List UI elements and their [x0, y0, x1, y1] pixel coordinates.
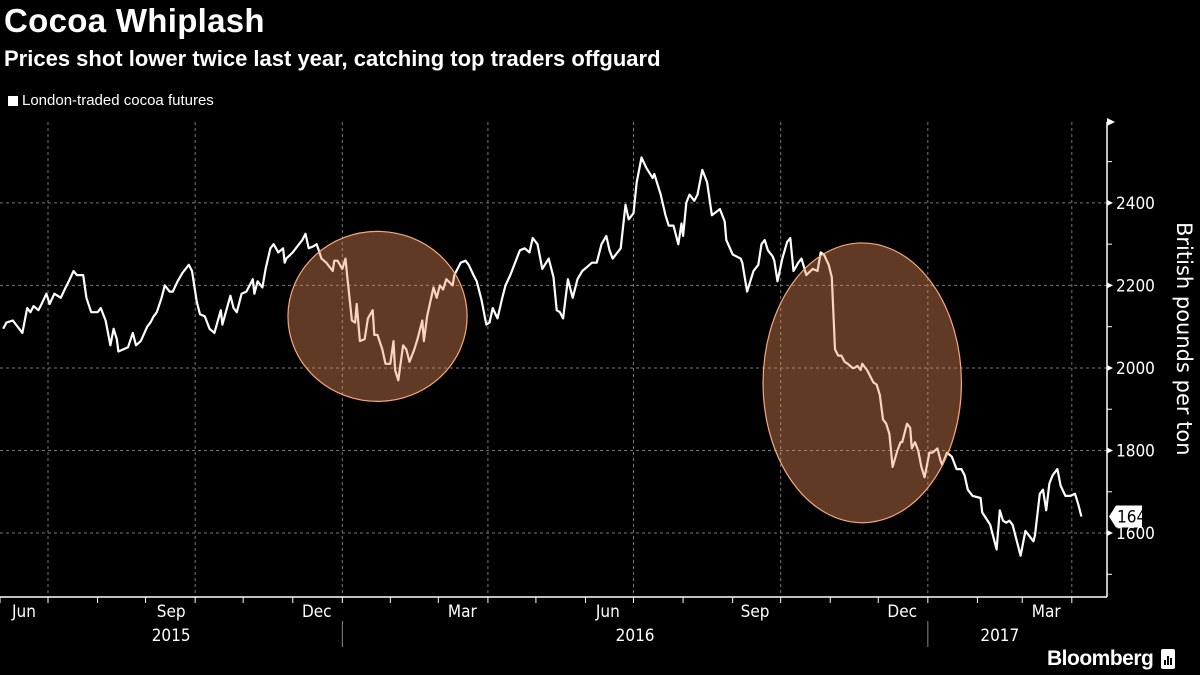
y-axis-title: British pounds per ton	[1172, 222, 1196, 456]
chart-title: Cocoa Whiplash	[4, 2, 265, 39]
y-axis: 1600 1800 2000 2200 2400	[1106, 118, 1155, 597]
last-value-label: 1640	[1117, 508, 1156, 528]
legend-swatch	[8, 95, 18, 106]
y-tick-label: 2400	[1116, 194, 1155, 214]
x-tick-label: Dec	[887, 602, 917, 622]
y-tick-label: 2200	[1116, 276, 1155, 296]
y-tick	[1107, 199, 1113, 206]
y-tick	[1107, 447, 1113, 454]
y-tick	[1107, 282, 1113, 289]
x-axis: Jun Sep Dec Mar Jun Sep Dec Mar 2015 2016 2017	[0, 596, 1107, 647]
chart-subtitle: Prices shot lower twice last year, catch…	[4, 46, 661, 71]
x-tick-label: Dec	[302, 602, 332, 622]
y-tick	[1107, 530, 1113, 537]
x-tick-label: Sep	[741, 602, 770, 622]
last-value-box	[1109, 505, 1142, 528]
highlight-ellipse	[762, 242, 963, 524]
x-year-label: 2015	[152, 626, 191, 646]
x-year-label: 2017	[980, 626, 1019, 646]
y-tick-label: 2000	[1116, 359, 1155, 379]
legend-label: London-traded cocoa futures	[22, 92, 214, 109]
bloomberg-chart-icon	[1161, 649, 1176, 669]
highlight-ellipse	[287, 230, 468, 402]
y-axis-arrow-icon	[1107, 118, 1115, 126]
highlight-circles	[287, 230, 963, 524]
y-tick-label: 1800	[1116, 441, 1155, 461]
y-tick	[1107, 364, 1113, 371]
x-tick-label: Jun	[595, 602, 620, 622]
legend: London-traded cocoa futures	[8, 92, 214, 109]
x-year-label: 2016	[616, 626, 655, 646]
x-tick-label: Jun	[11, 602, 36, 622]
last-value-tag: 1640	[1109, 505, 1156, 528]
x-tick-label: Mar	[448, 602, 478, 622]
series-line-cocoa-futures	[2, 156, 1083, 557]
x-tick-label: Sep	[157, 602, 186, 622]
y-tick-label: 1600	[1116, 524, 1155, 544]
brand-label: Bloomberg	[1047, 647, 1154, 670]
bloomberg-logo: Bloomberg	[1047, 647, 1176, 671]
x-tick-label: Mar	[1032, 602, 1062, 622]
